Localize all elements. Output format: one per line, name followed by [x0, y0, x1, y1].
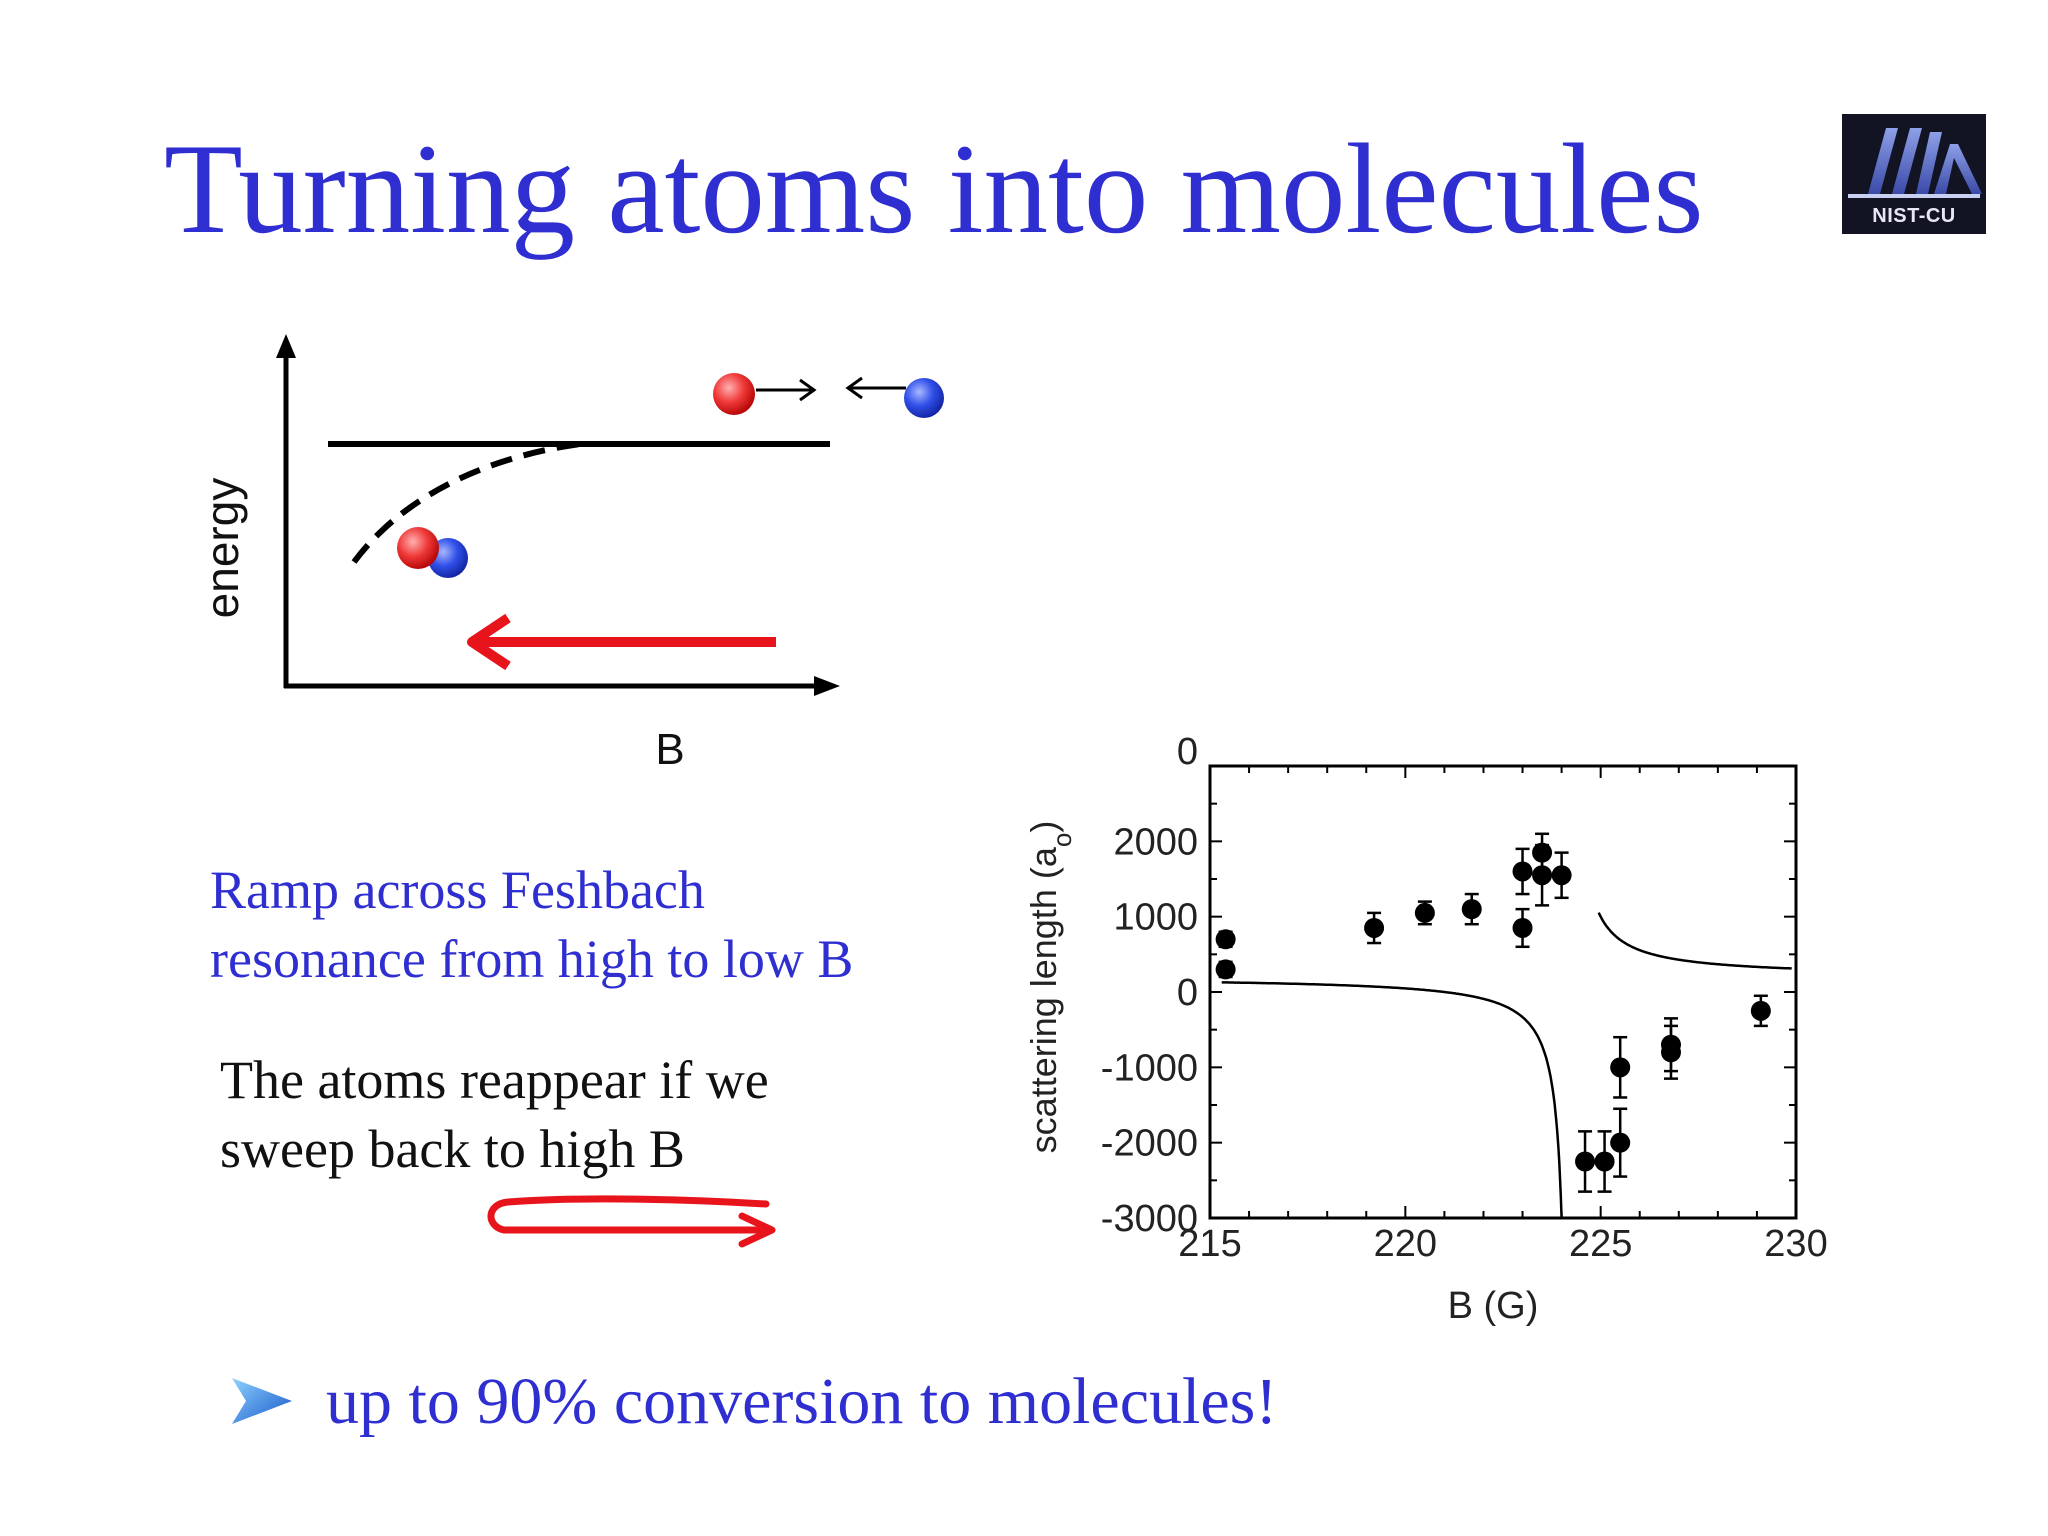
x-tick-label: 230 — [1764, 1223, 1827, 1265]
data-point — [1512, 917, 1533, 938]
jila-logo-mark — [1848, 128, 1982, 198]
x-tick-label: 225 — [1569, 1223, 1632, 1265]
free-blue-atom — [904, 378, 944, 418]
data-point — [1364, 917, 1385, 938]
data-point — [1594, 1151, 1615, 1172]
y-tick-label: -2000 — [1101, 1123, 1198, 1165]
reappear-line-1: The atoms reappear if we — [220, 1050, 769, 1110]
data-point — [1532, 865, 1553, 886]
data-point — [1512, 861, 1533, 882]
data-point — [1215, 959, 1236, 980]
plot-curves-group — [1221, 912, 1792, 1219]
fit-curve-high-branch — [1597, 912, 1792, 970]
data-point — [1750, 1000, 1771, 1021]
data-point — [1610, 1132, 1631, 1153]
data-point — [1461, 899, 1482, 920]
plot-labels-group: 215 220 225 230 -3000 -2000 -1000 0 1000 2000 0 B (… — [1023, 731, 1828, 1327]
energy-axis-label: energy — [196, 478, 248, 619]
data-point — [1660, 1042, 1681, 1063]
y-tick-label-clipped: 0 — [1177, 731, 1198, 773]
ramp-line-1: Ramp across Feshbach — [210, 860, 705, 920]
reappear-line-2: sweep back to high B — [220, 1119, 685, 1179]
y-tick-label: 0 — [1177, 972, 1198, 1014]
data-point — [1215, 929, 1236, 950]
feshbach-plot: 215 220 225 230 -3000 -2000 -1000 0 1000 2000 0 B (… — [1023, 731, 1828, 1327]
energy-diagram: energy B — [196, 334, 944, 774]
data-point — [1414, 902, 1435, 923]
slide-title: Turning atoms into molecules — [164, 117, 1704, 260]
arrow-bullet-icon — [232, 1378, 292, 1424]
y-tick-label: -1000 — [1101, 1047, 1198, 1089]
x-tick-label: 215 — [1178, 1223, 1241, 1265]
y-tick-label: 2000 — [1113, 821, 1198, 863]
plot-x-axis-label: B (G) — [1448, 1285, 1539, 1327]
data-point — [1610, 1057, 1631, 1078]
plot-frame-group — [1208, 764, 1798, 1220]
plot-points-group — [1215, 832, 1771, 1193]
sweep-down-arrowhead — [467, 613, 511, 671]
fit-curve-low-branch — [1221, 981, 1563, 1219]
ramp-text: Ramp across Feshbach resonance from high… — [210, 856, 853, 994]
reappear-text: The atoms reappear if we sweep back to h… — [220, 1046, 769, 1184]
ramp-line-2: resonance from high to low B — [210, 929, 854, 989]
x-tick-label: 220 — [1374, 1223, 1437, 1265]
plot-frame — [1208, 764, 1798, 1220]
energy-axis-y-arrowhead — [276, 334, 296, 358]
jila-logo: NIST-CU — [1842, 114, 1986, 234]
free-red-atom-arrowhead — [799, 378, 817, 402]
data-point — [1551, 865, 1572, 886]
sweep-back-arrow — [487, 1195, 776, 1248]
molecule-red-atom — [397, 527, 439, 569]
data-point — [1575, 1151, 1596, 1172]
b-axis-label: B — [655, 725, 684, 774]
y-tick-label: 1000 — [1113, 897, 1198, 939]
logo-label: NIST-CU — [1872, 205, 1956, 227]
conclusion-text: up to 90% conversion to molecules! — [326, 1365, 1278, 1438]
free-red-atom — [713, 373, 755, 415]
y-tick-label: -3000 — [1101, 1198, 1198, 1240]
free-blue-atom-arrowhead — [845, 376, 863, 400]
plot-y-axis-label: scattering length (ao) — [1023, 821, 1077, 1154]
energy-axis-x-arrowhead — [814, 676, 840, 696]
molecular-level-dashed — [351, 441, 581, 564]
